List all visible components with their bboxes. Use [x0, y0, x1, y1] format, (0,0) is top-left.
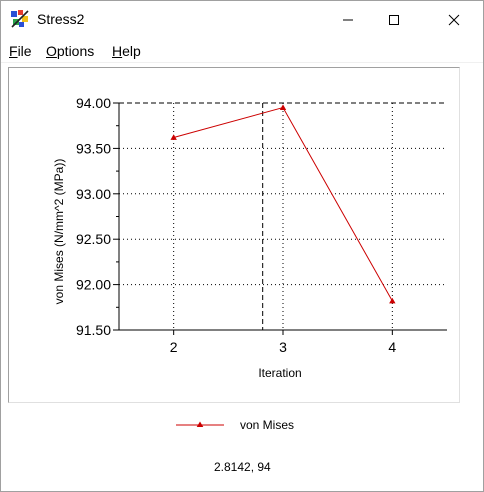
y-tick-label: 92.50: [76, 231, 111, 247]
client-area: 94.00 93.50 93.00 92.50 92.00 91.50 2 3 4 Itera…: [2, 65, 482, 491]
data-point-triangle: [389, 297, 396, 304]
x-tick-label: 4: [388, 339, 396, 355]
x-tick-label: 2: [170, 339, 178, 355]
maximize-button[interactable]: [371, 1, 417, 39]
data-point-triangle: [170, 134, 177, 140]
menu-help-mnemonic: H: [112, 43, 123, 59]
x-axis-label: Iteration: [258, 366, 301, 380]
x-tick-label: 3: [279, 339, 287, 355]
menu-options-mnemonic: O: [46, 43, 57, 59]
y-tick-labels: 94.00 93.50 93.00 92.50 92.00 91.50: [76, 95, 111, 338]
crosshair: [119, 102, 447, 330]
window-title: Stress2: [37, 11, 85, 27]
menu-bar: File Options Help: [1, 40, 483, 63]
y-tick-label: 91.50: [76, 322, 111, 338]
minimize-icon: [343, 19, 353, 21]
menu-options-rest: ptions: [56, 43, 95, 59]
y-axis-label: von Mises (N/mm^2 (MPa)): [52, 159, 66, 305]
minimize-button[interactable]: [325, 1, 371, 39]
legend-marker: [176, 421, 224, 427]
menu-help[interactable]: Help: [112, 43, 141, 59]
menu-options[interactable]: Options: [46, 43, 94, 59]
data-point-triangle: [279, 104, 287, 110]
menu-help-rest: elp: [122, 43, 141, 59]
grid-lines: [119, 103, 447, 330]
axes: [113, 102, 447, 335]
series-layer: [170, 104, 396, 304]
stress-chart[interactable]: 94.00 93.50 93.00 92.50 92.00 91.50 2 3 4 Itera…: [9, 68, 459, 402]
y-tick-label: 93.00: [76, 186, 111, 202]
legend-triangle-icon: [196, 421, 204, 427]
y-tick-label: 93.50: [76, 140, 111, 156]
menu-file-mnemonic: F: [9, 43, 18, 59]
close-icon: [448, 14, 460, 26]
cursor-readout: 2.8142, 94: [214, 460, 271, 474]
legend-label: von Mises: [240, 418, 295, 432]
title-bar[interactable]: Stress2: [1, 1, 483, 39]
y-tick-label: 94.00: [76, 95, 111, 111]
plot-frame[interactable]: 94.00 93.50 93.00 92.50 92.00 91.50 2 3 4 Itera…: [8, 67, 460, 403]
y-tick-label: 92.00: [76, 277, 111, 293]
menu-file-rest: ile: [17, 43, 32, 59]
x-tick-labels: 2 3 4: [170, 339, 397, 355]
menu-file[interactable]: File: [9, 43, 32, 59]
close-button[interactable]: [431, 1, 477, 39]
maximize-icon: [389, 15, 399, 25]
stress-app-icon: [11, 10, 29, 28]
